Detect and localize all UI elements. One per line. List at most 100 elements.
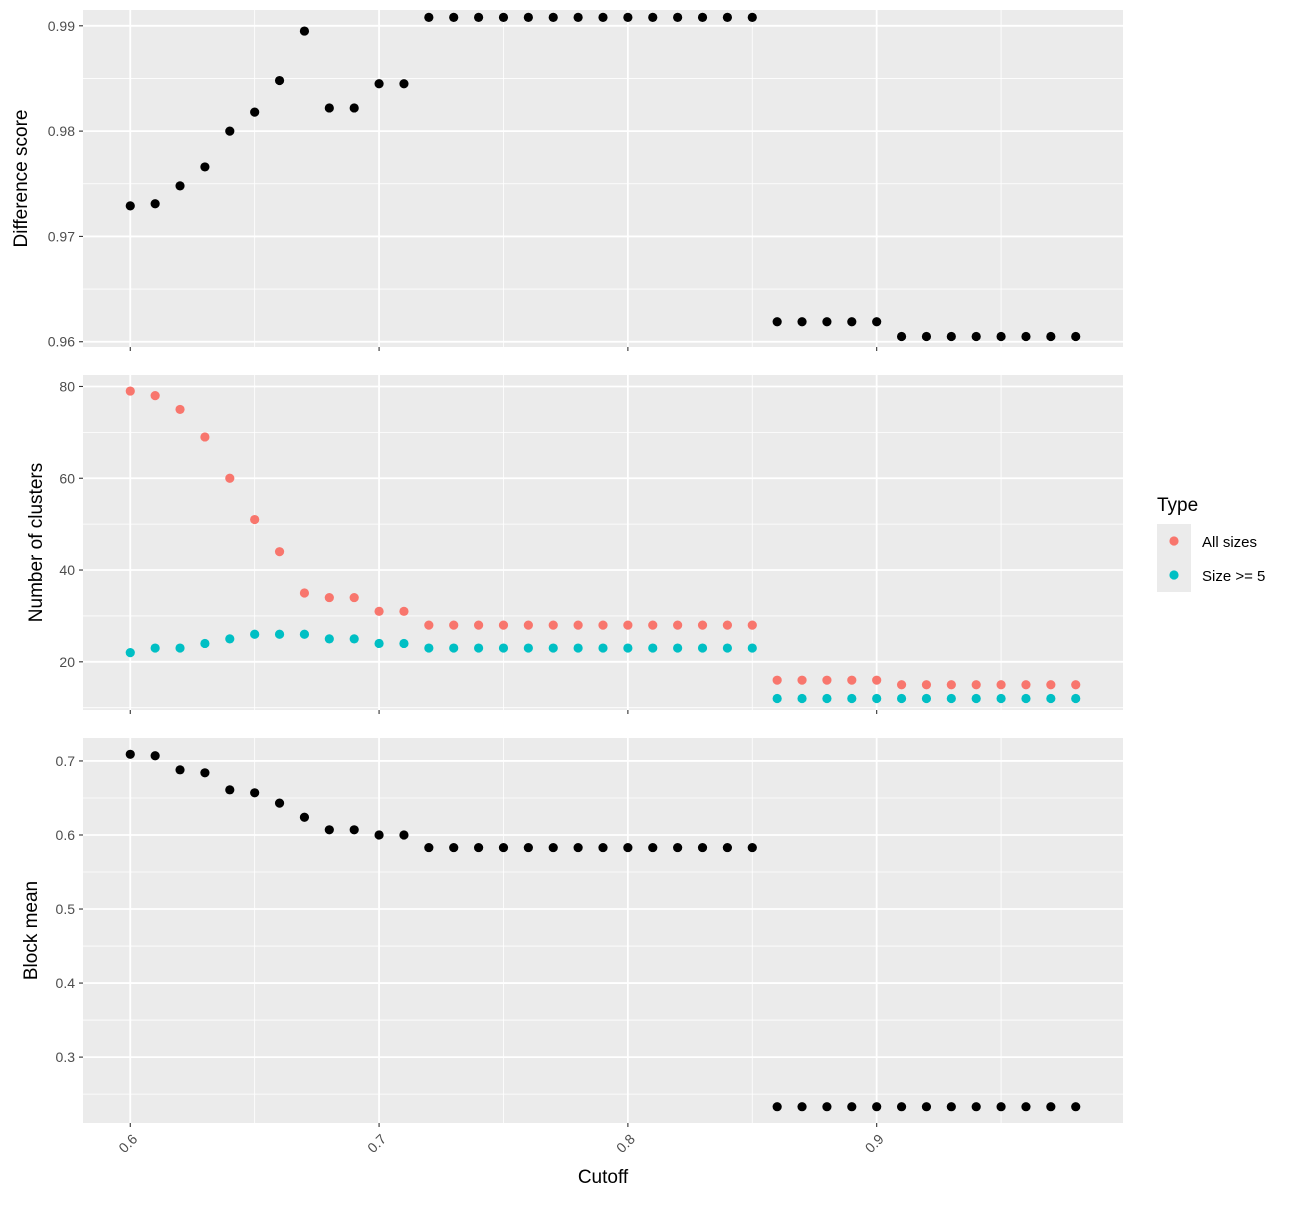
data-point [175,181,185,191]
data-point [299,629,310,639]
data-point [548,643,558,653]
data-point [150,391,160,401]
data-point [424,620,434,630]
data-point [399,606,409,616]
data-point [623,12,633,22]
data-point [324,825,334,835]
data-point [872,675,882,685]
data-point [424,12,434,22]
data-point [673,12,683,22]
data-point [872,693,882,704]
data-point [250,514,260,525]
y-tick-label: 0.5 [56,901,76,917]
x-axis: 0.6 0.7 0.8 0.9 [115,1131,887,1156]
data-point [598,620,608,630]
data-point [523,620,533,630]
y-tick-label: 0.99 [48,18,75,34]
y-tick-label: 60 [59,470,75,486]
data-point [971,1102,981,1112]
data-point [896,331,907,342]
data-point [200,432,210,442]
data-point [598,12,608,22]
data-point [697,842,708,853]
data-point [200,162,210,172]
data-point [274,547,285,557]
data-point [673,643,683,653]
data-point [374,606,384,616]
panel-difference-score: 0.96 0.97 0.98 0.99 Difference score [11,10,1123,351]
data-point [648,842,658,853]
data-point [250,788,260,798]
data-point [772,675,782,685]
panel-background [83,375,1123,710]
data-point [722,620,733,630]
data-point [523,842,533,853]
legend-key-all-sizes [1169,536,1179,546]
panel-number-of-clusters: 20 40 60 80 Number of clusters [26,375,1123,714]
data-point [175,404,185,415]
data-point [449,620,459,630]
data-point [324,634,334,644]
data-point [872,317,882,327]
data-point [225,634,235,644]
y-tick-label: 40 [59,562,75,578]
data-point [722,643,733,653]
data-point [125,749,135,759]
legend-key-size-5 [1169,570,1179,580]
y-axis-title: Number of clusters [26,463,47,622]
data-point [399,638,409,649]
data-point [946,1102,956,1112]
y-tick-label: 20 [59,654,75,670]
data-point [498,842,509,853]
data-point [225,126,235,136]
data-point [498,12,509,22]
data-point [747,12,757,22]
data-point [623,842,633,853]
data-point [324,103,334,113]
data-point [1071,680,1081,690]
data-point [349,103,359,113]
data-point [996,331,1006,342]
data-point [697,643,708,653]
data-point [896,693,907,704]
data-point [648,620,658,630]
data-point [747,842,757,853]
data-point [847,693,857,704]
data-point [747,643,757,653]
data-point [200,768,210,778]
data-point [125,386,135,396]
data-point [1021,693,1031,704]
y-axis-title: Block mean [21,881,42,980]
data-point [250,107,260,117]
data-point [498,620,509,630]
data-point [573,842,583,853]
data-point [523,12,533,22]
x-tick-label: 0.8 [613,1131,638,1156]
data-point [697,620,708,630]
data-point [299,812,310,822]
data-point [548,12,558,22]
data-point [847,675,857,685]
data-point [473,620,484,630]
data-point [971,331,981,342]
data-point [971,693,981,704]
data-point [274,75,285,86]
y-tick-label: 0.7 [56,753,76,769]
data-point [399,79,409,89]
data-point [1046,693,1056,704]
data-point [872,1102,882,1112]
data-point [299,588,310,598]
data-point [573,12,583,22]
data-point [1071,1102,1081,1112]
data-point [772,317,782,327]
data-point [921,693,932,704]
data-point [822,1102,832,1112]
y-tick-label: 0.98 [48,123,75,139]
data-point [623,643,633,653]
data-point [722,12,733,22]
data-point [822,317,832,327]
y-tick-label: 0.3 [56,1049,76,1065]
legend: Type All sizes Size >= 5 [1157,495,1265,592]
